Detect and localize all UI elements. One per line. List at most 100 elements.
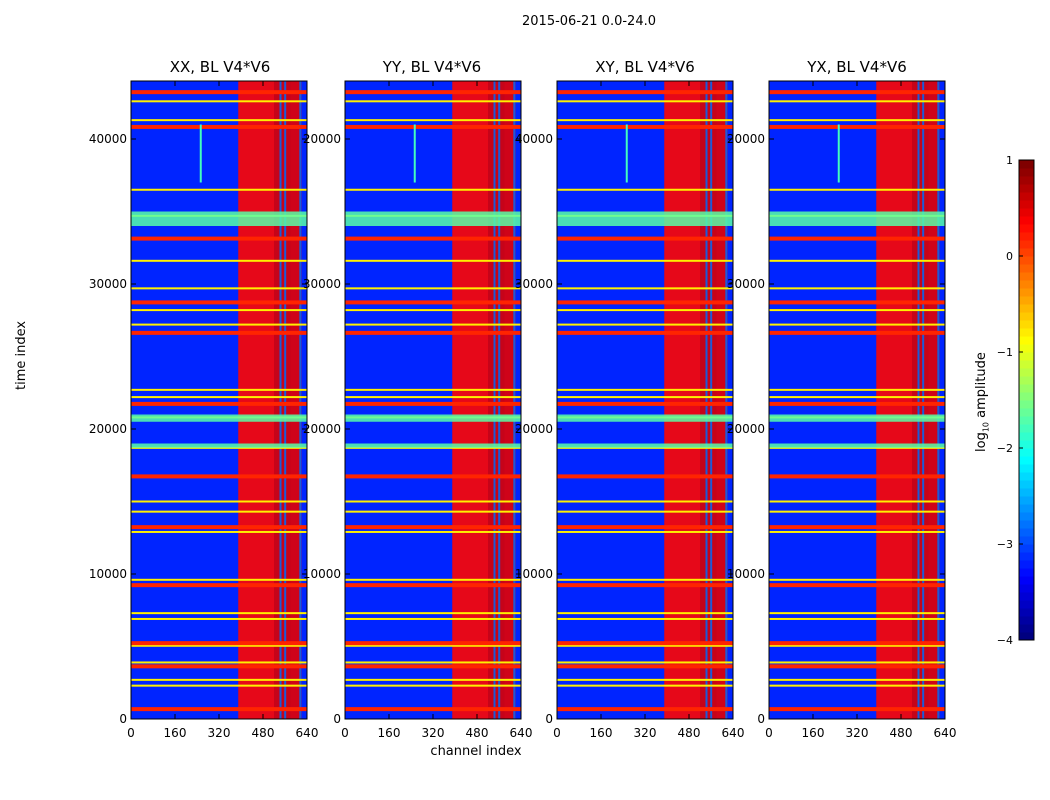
rfi-block [131, 414, 307, 422]
y-tick-label: 20000 [303, 132, 341, 146]
rfi-row [345, 530, 521, 533]
rfi-row [131, 100, 307, 103]
rfi-row [769, 124, 945, 129]
x-tick-label: 480 [466, 726, 489, 740]
panel-title-xx: XX, BL V4*V6 [169, 58, 271, 76]
band-notch [725, 81, 728, 719]
rfi-row [557, 330, 733, 335]
rfi-row [131, 323, 307, 326]
rfi-row [345, 617, 521, 620]
rfi-row [769, 323, 945, 326]
rfi-row [557, 664, 733, 669]
band-column [876, 81, 912, 719]
colorbar-tick-label: 1 [1006, 154, 1013, 167]
rfi-row [557, 188, 733, 191]
colorbar-segment [1019, 344, 1034, 353]
x-tick-label: 480 [252, 726, 275, 740]
colorbar-segment [1019, 456, 1034, 465]
y-tick-label: 10000 [727, 567, 765, 581]
colorbar-tick-label: 0 [1006, 250, 1013, 263]
rfi-row [557, 474, 733, 479]
colorbar-segment [1019, 320, 1034, 329]
rfi-row [131, 401, 307, 406]
colorbar-tick-label: −3 [997, 538, 1013, 551]
colorbar-segment [1019, 528, 1034, 537]
band-column [452, 81, 488, 719]
colorbar-segment [1019, 576, 1034, 585]
colorbar-segment [1019, 440, 1034, 449]
colorbar-segment [1019, 504, 1034, 513]
colorbar-segment [1019, 520, 1034, 529]
rfi-row [345, 124, 521, 129]
rfi-row [557, 259, 733, 262]
rfi-row [557, 641, 733, 646]
colorbar-segment [1019, 336, 1034, 345]
x-tick-label: 480 [678, 726, 701, 740]
rfi-row [131, 330, 307, 335]
rfi-row [557, 578, 733, 581]
rfi-row [345, 330, 521, 335]
rfi-row [345, 401, 521, 406]
band-column [912, 81, 929, 719]
colorbar-tick-label: −2 [997, 442, 1013, 455]
colorbar-segment [1019, 616, 1034, 625]
rfi-row [131, 678, 307, 681]
y-tick-label: 10000 [89, 567, 127, 581]
rfi-row [769, 330, 945, 335]
rfi-row [131, 388, 307, 391]
rfi-row [769, 707, 945, 712]
rfi-row [769, 119, 945, 122]
band-notch [284, 81, 287, 719]
rfi-row [769, 583, 945, 588]
rfi-row [345, 396, 521, 399]
colorbar-segment [1019, 392, 1034, 401]
colorbar-segment [1019, 184, 1034, 193]
rfi-row [769, 100, 945, 103]
rfi-block [345, 443, 521, 448]
colorbar-segment [1019, 432, 1034, 441]
colorbar-segment [1019, 160, 1034, 169]
rfi-row [769, 530, 945, 533]
panel-title-xy: XY, BL V4*V6 [595, 58, 695, 76]
rfi-row [345, 641, 521, 646]
colorbar-segment [1019, 352, 1034, 361]
rfi-spike [625, 124, 628, 183]
colorbar-segment [1019, 608, 1034, 617]
colorbar-segment [1019, 512, 1034, 521]
colorbar-tick-label: −4 [997, 634, 1013, 647]
colorbar-tick-label: −1 [997, 346, 1013, 359]
y-tick-label: 40000 [515, 132, 553, 146]
rfi-block [557, 211, 733, 226]
rfi-block [769, 414, 945, 422]
colorbar-segment [1019, 424, 1034, 433]
colorbar-segment [1019, 288, 1034, 297]
colorbar-segment [1019, 560, 1034, 569]
band-notch [493, 81, 496, 719]
y-tick-label: 10000 [515, 567, 553, 581]
rfi-row [345, 612, 521, 615]
x-tick-label: 640 [722, 726, 745, 740]
rfi-row [131, 612, 307, 615]
y-tick-label: 0 [545, 712, 553, 726]
colorbar-segment [1019, 296, 1034, 305]
rfi-row [345, 678, 521, 681]
band-notch [299, 81, 302, 719]
rfi-row [131, 500, 307, 503]
rfi-row [557, 500, 733, 503]
rfi-row [345, 100, 521, 103]
rfi-row [769, 388, 945, 391]
rfi-row [345, 90, 521, 95]
x-tick-label: 320 [422, 726, 445, 740]
x-tick-label: 480 [890, 726, 913, 740]
rfi-row [345, 287, 521, 290]
y-tick-label: 0 [119, 712, 127, 726]
x-tick-label: 320 [208, 726, 231, 740]
x-tick-label: 160 [590, 726, 613, 740]
rfi-row [769, 300, 945, 305]
colorbar-segment [1019, 304, 1034, 313]
rfi-row [769, 188, 945, 191]
rfi-row [557, 644, 733, 647]
rfi-row [557, 707, 733, 712]
rfi-row [557, 684, 733, 687]
